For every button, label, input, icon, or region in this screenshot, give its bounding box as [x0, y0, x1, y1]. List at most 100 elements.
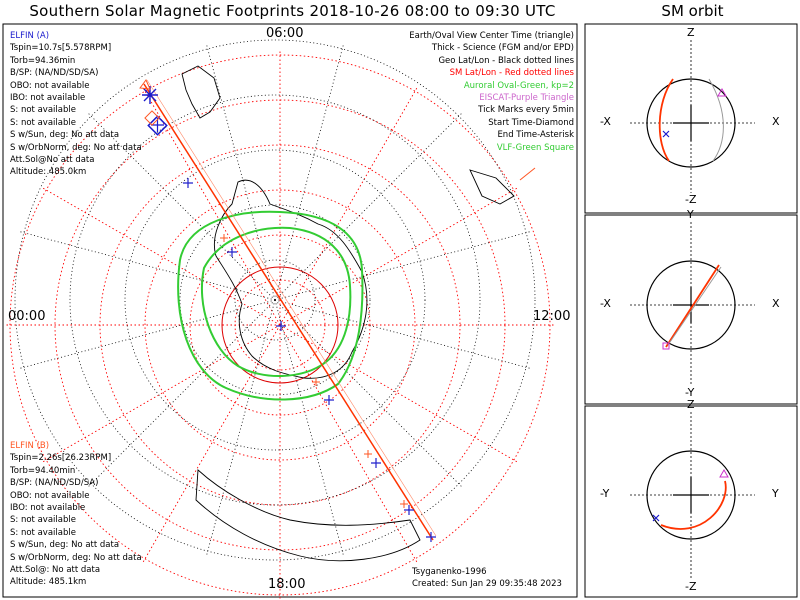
- spacecraft-a-info-line: OBO: not available: [10, 80, 90, 91]
- earth-circle: [646, 450, 736, 540]
- sm-lon-line: [41, 187, 281, 326]
- geo-lat-circle: [234, 259, 316, 341]
- sm-lon-line: [41, 324, 281, 463]
- auroral-oval-outer: [177, 210, 364, 401]
- sm-lon-line: [279, 86, 418, 326]
- start-time-diamond: [147, 115, 168, 136]
- earth-center-cross: [673, 287, 709, 323]
- orbit-panel-title: SM orbit: [661, 2, 724, 20]
- tick-label-left: 00:00: [8, 309, 46, 324]
- orbit-axis-label-left: -X: [600, 115, 611, 128]
- earth-center-cross: [673, 477, 709, 513]
- geo-lon-line: [274, 112, 463, 301]
- geo-lon-line: [87, 299, 276, 488]
- orbit-panel: [630, 222, 755, 386]
- orbit-axis-label-top: Z: [687, 26, 695, 39]
- geo-lon-line: [18, 299, 276, 369]
- geo-lon-line: [274, 43, 344, 301]
- sm-lon-line: [279, 187, 519, 326]
- end-asterisk: [652, 514, 660, 522]
- geo-lat-circle: [14, 39, 536, 561]
- polar-plot: [5, 39, 555, 600]
- spacecraft-b-info-line: S w/OrbNorm, deg: No att data: [10, 552, 142, 563]
- orbit-axis-label-right: Y: [772, 487, 779, 500]
- view-center-triangle: [139, 79, 151, 90]
- spacecraft-b-info-line: Tspin=2.26s[26.23RPM]: [10, 453, 112, 464]
- legend-entry: Auroral Oval-Green, kp=2: [463, 80, 574, 91]
- orbit-axis-label-top: Z: [687, 398, 695, 411]
- orbit-axis-label-bottom: -Z: [685, 193, 697, 206]
- geo-lat-circle: [69, 94, 481, 506]
- track-tick-mark: [227, 247, 237, 257]
- sm-lon-line: [279, 324, 519, 463]
- edge-marker: [519, 167, 536, 181]
- legend-entry: Start Time-Diamond: [488, 117, 574, 128]
- orbit-axis-label-right: X: [772, 115, 780, 128]
- south-america-coastline: [181, 65, 221, 119]
- geo-lon-line: [206, 299, 276, 557]
- spacecraft-b-info-line: B/SP: (NA/ND/SD/SA): [10, 478, 99, 489]
- legend-entry: End Time-Asterisk: [497, 130, 574, 141]
- orbit-path: [665, 264, 720, 348]
- sm-lat-circle: [9, 54, 551, 596]
- legend: Earth/Oval View Center Time (triangle) Th…: [409, 30, 574, 154]
- tick-label-top: 06:00: [266, 26, 304, 41]
- geo-lon-line: [274, 299, 463, 488]
- orbit-panel-frame-1: [584, 23, 798, 214]
- spacecraft-a-info-line: IBO: not available: [10, 93, 86, 104]
- orbit-panel: [630, 40, 755, 193]
- spacecraft-a-info-line: Torb=94.36min: [10, 55, 76, 66]
- track-tick-mark-b: [220, 234, 228, 242]
- spacecraft-a-info-line: B/SP: (NA/ND/SD/SA): [10, 68, 99, 79]
- geo-lon-line: [18, 231, 276, 301]
- orbit-plots: [630, 40, 755, 580]
- sm-lat-circle: [189, 234, 371, 416]
- sm-lat-circle: [144, 189, 416, 461]
- spacecraft-a-info-line: S w/OrbNorm, deg: No att data: [10, 142, 142, 153]
- view-triangle: [719, 468, 729, 478]
- geo-lon-line: [206, 43, 276, 301]
- australia-coastline: [195, 469, 421, 562]
- earth-circle: [646, 260, 736, 350]
- start-time-diamond-b: [144, 110, 160, 126]
- start-diamond: [662, 342, 670, 350]
- spacecraft-a-info-line: Altitude: 485.0km: [10, 167, 87, 178]
- orbit-panel-frame-3: [584, 405, 798, 598]
- track-tick-mark: [276, 321, 286, 331]
- spacecraft-a-info-line: S w/Sun, deg: No att data: [10, 130, 120, 141]
- track-tick-mark: [183, 178, 193, 188]
- track-tick-mark: [324, 395, 334, 405]
- spacecraft-b-info: ELFIN (B) Tspin=2.26s[26.23RPM] Torb=94.4…: [10, 440, 142, 589]
- view-triangle: [717, 87, 727, 97]
- tick-label-right: 12:00: [533, 309, 571, 324]
- polar-plot-frame: [2, 23, 578, 598]
- spacecraft-a-info-line: S: not available: [10, 105, 76, 116]
- spacecraft-b-info-line: Att.Sol@: No att data: [10, 565, 101, 576]
- spacecraft-b-info-line: Torb=94.40min: [10, 465, 76, 476]
- orbit-axis-label-bottom: -Z: [685, 580, 697, 593]
- earth-circle: [646, 78, 736, 168]
- orbit-path-back: [667, 266, 722, 346]
- spacecraft-b-info-line: IBO: not available: [10, 503, 86, 514]
- orbit-axis-label-left: -Y: [600, 487, 610, 500]
- start-time-cross: [151, 118, 164, 132]
- spacecraft-b-info-line: S: not available: [10, 515, 76, 526]
- spacecraft-b-info-line: Altitude: 485.1km: [10, 577, 87, 588]
- africa-coastline: [469, 169, 515, 205]
- legend-entry: SM Lat/Lon - Red dotted lines: [449, 68, 574, 79]
- track-tick-mark-b: [400, 500, 408, 508]
- legend-entry: Thick - Science (FGM and/or EPD): [431, 43, 574, 54]
- earth-center-cross: [673, 105, 709, 141]
- legend-entry: Earth/Oval View Center Time (triangle): [409, 31, 574, 41]
- spacecraft-b-label: ELFIN (B): [10, 441, 50, 451]
- orbit-axis-label-bottom: -Y: [685, 386, 695, 399]
- footprint-track: [143, 83, 434, 541]
- sm-lon-line: [279, 324, 418, 564]
- track-tick-mark: [426, 532, 436, 542]
- created-timestamp: Created: Sun Jan 29 09:35:48 2023: [412, 579, 562, 589]
- orbit-panel-frame-2: [584, 214, 798, 405]
- geo-lon-line: [274, 299, 532, 369]
- orbit-axis-label-top: Y: [687, 208, 694, 221]
- sm-inner-circle: [221, 266, 339, 384]
